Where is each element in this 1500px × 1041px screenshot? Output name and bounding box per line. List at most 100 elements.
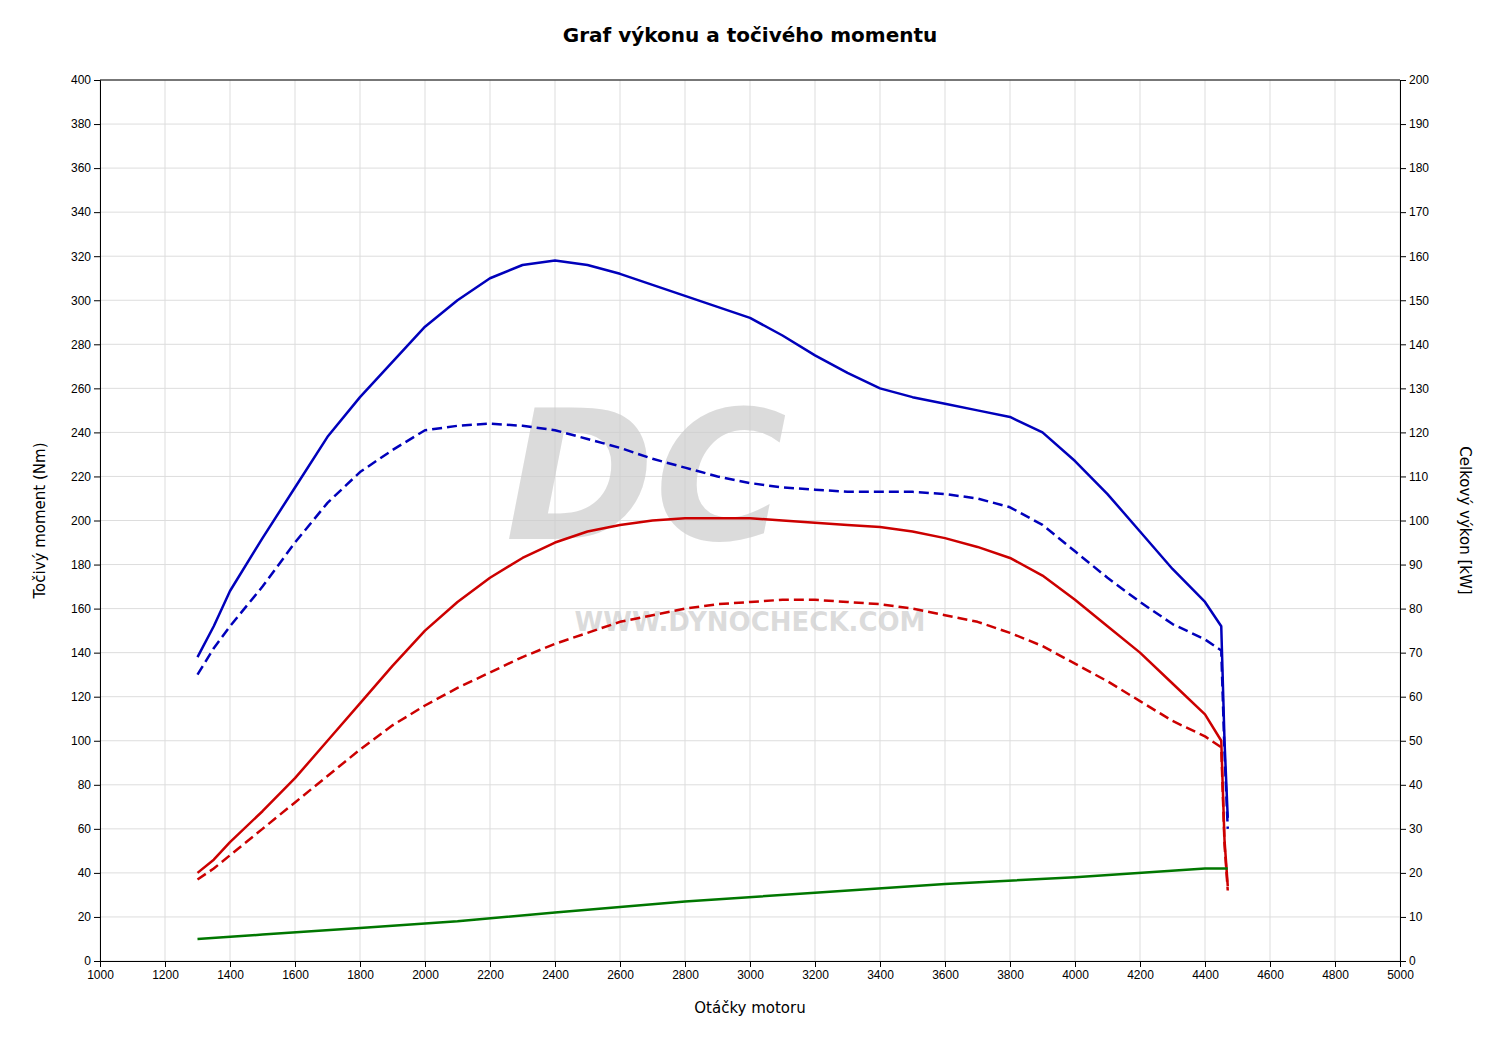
tick-label: 40	[1409, 778, 1423, 792]
watermark: DC	[505, 372, 787, 581]
tick-label: 260	[71, 382, 91, 396]
tick: 60	[78, 822, 100, 836]
tick-mark	[1400, 609, 1406, 610]
tick: 110	[1400, 470, 1428, 484]
grid-line-y	[100, 828, 1400, 829]
tick-mark	[94, 256, 100, 257]
tick-mark	[1400, 432, 1406, 433]
tick: 80	[78, 778, 100, 792]
tick-label: 80	[78, 778, 92, 792]
tick: 280	[71, 338, 100, 352]
tick: 4800	[1322, 961, 1349, 982]
tick-label: 140	[1409, 338, 1429, 352]
tick-label: 2600	[607, 968, 634, 982]
tick-label: 160	[1409, 250, 1429, 264]
tick: 40	[78, 866, 100, 880]
tick: 2200	[477, 961, 504, 982]
x-axis-line	[101, 962, 1401, 968]
tick-label: 1400	[217, 968, 244, 982]
y-axis-line	[94, 81, 101, 962]
tick-mark	[490, 961, 491, 967]
tick-label: 3000	[737, 968, 764, 982]
tick: 30	[1400, 822, 1423, 836]
grid-line-y	[100, 696, 1400, 697]
x-axis: 1000120014001600180020002200240026002800…	[87, 961, 1414, 982]
tick-label: 3800	[997, 968, 1024, 982]
tick-mark	[94, 873, 100, 874]
tick-mark	[1400, 785, 1406, 786]
tick-mark	[94, 344, 100, 345]
tick-mark	[1335, 961, 1336, 967]
tick-label: 140	[71, 646, 91, 660]
tick-mark	[360, 961, 361, 967]
tick-mark	[94, 212, 100, 213]
tick-mark	[425, 961, 426, 967]
tick: 20	[78, 910, 100, 924]
tick: 130	[1400, 382, 1429, 396]
tick-mark	[1400, 168, 1406, 169]
tick-mark	[295, 961, 296, 967]
watermark: WWW.DYNOCHECK.COM	[575, 607, 926, 637]
tick-mark	[620, 961, 621, 967]
tick: 160	[71, 602, 100, 616]
tick-label: 280	[71, 338, 91, 352]
tick-label: 4000	[1062, 968, 1089, 982]
tick-mark	[94, 961, 100, 962]
tick: 20	[1400, 866, 1423, 880]
tick-label: 320	[71, 250, 91, 264]
tick: 2400	[542, 961, 569, 982]
tick-label: 3200	[802, 968, 829, 982]
tick-label: 120	[1409, 426, 1429, 440]
grid-line-y	[100, 124, 1400, 125]
tick: 2000	[412, 961, 439, 982]
grid-line-y	[100, 740, 1400, 741]
tick-mark	[94, 168, 100, 169]
tick-label: 2400	[542, 968, 569, 982]
tick: 100	[1400, 514, 1429, 528]
tick-mark	[1270, 961, 1271, 967]
tick-mark	[94, 80, 100, 81]
tick-label: 1200	[152, 968, 179, 982]
tick-label: 5000	[1387, 968, 1414, 982]
tick: 3000	[737, 961, 764, 982]
tick-label: 80	[1409, 602, 1423, 616]
tick-mark	[1400, 300, 1406, 301]
tick-label: 4200	[1127, 968, 1154, 982]
tick-label: 340	[71, 205, 91, 219]
tick-mark	[1400, 80, 1406, 81]
tick: 120	[71, 690, 100, 704]
tick-mark	[94, 741, 100, 742]
tick-label: 2000	[412, 968, 439, 982]
annotations: DC WWW.DYNOCHECK.COM	[505, 372, 925, 637]
tick-label: 60	[78, 822, 92, 836]
tick: 90	[1400, 558, 1423, 572]
tick-mark	[555, 961, 556, 967]
grid-line-y	[100, 872, 1400, 873]
tick-label: 200	[1409, 73, 1429, 87]
y-axis-title: Točivý moment (Nm)	[31, 442, 49, 599]
tick: 240	[71, 426, 100, 440]
grid-line-y	[100, 784, 1400, 785]
tick: 4200	[1127, 961, 1154, 982]
tick-mark	[94, 300, 100, 301]
tick: 200	[71, 514, 100, 528]
tick-mark	[94, 653, 100, 654]
tick-label: 60	[1409, 690, 1423, 704]
tick: 160	[1400, 250, 1429, 264]
tick: 1200	[152, 961, 179, 982]
tick: 100	[71, 734, 100, 748]
line	[198, 868, 1228, 938]
tick-mark	[1400, 873, 1406, 874]
tick-label: 2200	[477, 968, 504, 982]
tick-mark	[1400, 961, 1406, 962]
tick-label: 220	[71, 470, 91, 484]
tick-label: 120	[71, 690, 91, 704]
tick-mark	[685, 961, 686, 967]
tick-label: 20	[1409, 866, 1423, 880]
tick-mark	[94, 697, 100, 698]
tick-label: 100	[1409, 514, 1429, 528]
tick-mark	[1400, 521, 1406, 522]
tick: 380	[71, 117, 100, 131]
tick-label: 70	[1409, 646, 1423, 660]
tick: 220	[71, 470, 100, 484]
